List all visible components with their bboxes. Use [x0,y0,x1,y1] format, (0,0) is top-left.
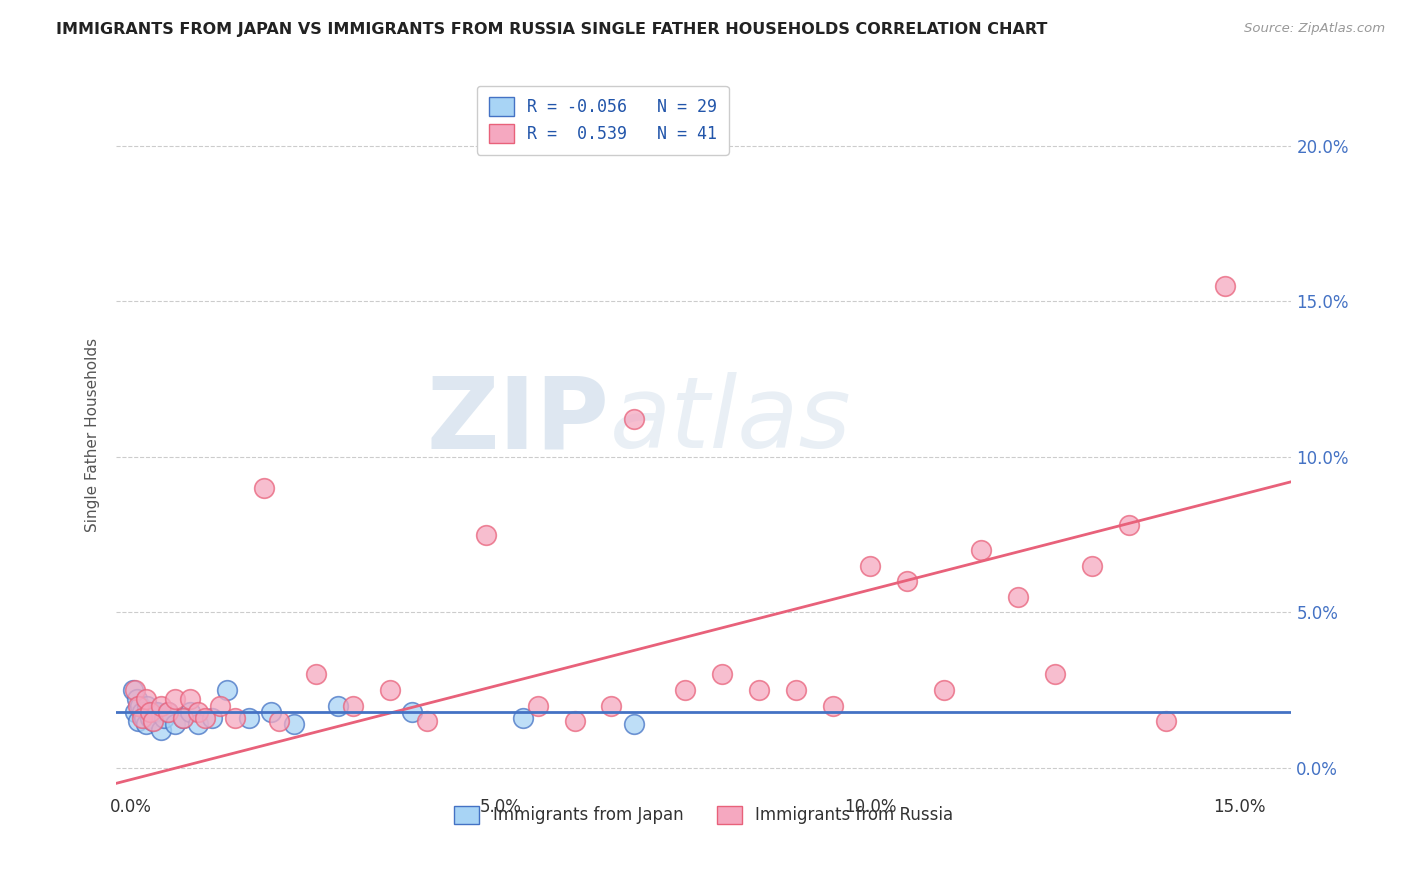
Point [1154,714,1177,728]
Point [194,711,217,725]
Point [165,717,187,731]
Point [1007,590,1029,604]
Point [127,714,149,728]
Point [165,692,187,706]
Point [623,717,645,731]
Point [970,543,993,558]
Point [326,698,349,713]
Point [217,683,239,698]
Text: IMMIGRANTS FROM JAPAN VS IMMIGRANTS FROM RUSSIA SINGLE FATHER HOUSEHOLDS CORRELA: IMMIGRANTS FROM JAPAN VS IMMIGRANTS FROM… [56,22,1047,37]
Point [142,714,165,728]
Point [127,698,149,713]
Point [1118,518,1140,533]
Point [129,698,152,713]
Point [224,711,246,725]
Point [138,711,160,725]
Point [136,698,159,713]
Point [134,711,156,725]
Point [187,705,209,719]
Point [179,705,201,719]
Point [564,714,586,728]
Point [131,705,153,719]
Point [179,692,201,706]
Point [283,717,305,731]
Point [121,683,143,698]
Point [131,711,153,725]
Point [932,683,955,698]
Point [401,705,423,719]
Point [748,683,770,698]
Point [823,698,845,713]
Point [600,698,623,713]
Point [138,705,160,719]
Point [260,705,283,719]
Point [859,558,882,573]
Point [512,711,534,725]
Point [149,698,172,713]
Point [153,711,176,725]
Point [1081,558,1104,573]
Point [125,692,148,706]
Point [142,705,165,719]
Point [253,481,276,495]
Point [1043,667,1066,681]
Legend: Immigrants from Japan, Immigrants from Russia: Immigrants from Japan, Immigrants from R… [444,796,963,834]
Y-axis label: Single Father Households: Single Father Households [86,338,100,533]
Point [156,705,179,719]
Point [785,683,807,698]
Point [187,717,209,731]
Point [267,714,290,728]
Point [415,714,437,728]
Point [149,723,172,738]
Point [475,527,498,541]
Text: atlas: atlas [610,372,852,469]
Point [135,692,157,706]
Point [208,698,231,713]
Point [135,717,157,731]
Point [146,705,169,719]
Text: ZIP: ZIP [427,372,610,469]
Point [623,412,645,426]
Point [526,698,548,713]
Point [1213,278,1236,293]
Point [156,705,179,719]
Point [305,667,328,681]
Point [378,683,401,698]
Point [238,711,260,725]
Point [172,711,194,725]
Text: Source: ZipAtlas.com: Source: ZipAtlas.com [1244,22,1385,36]
Point [124,705,146,719]
Point [342,698,364,713]
Point [673,683,696,698]
Point [124,683,146,698]
Point [201,711,224,725]
Point [711,667,734,681]
Point [896,574,918,589]
Point [142,714,165,728]
Point [172,711,194,725]
